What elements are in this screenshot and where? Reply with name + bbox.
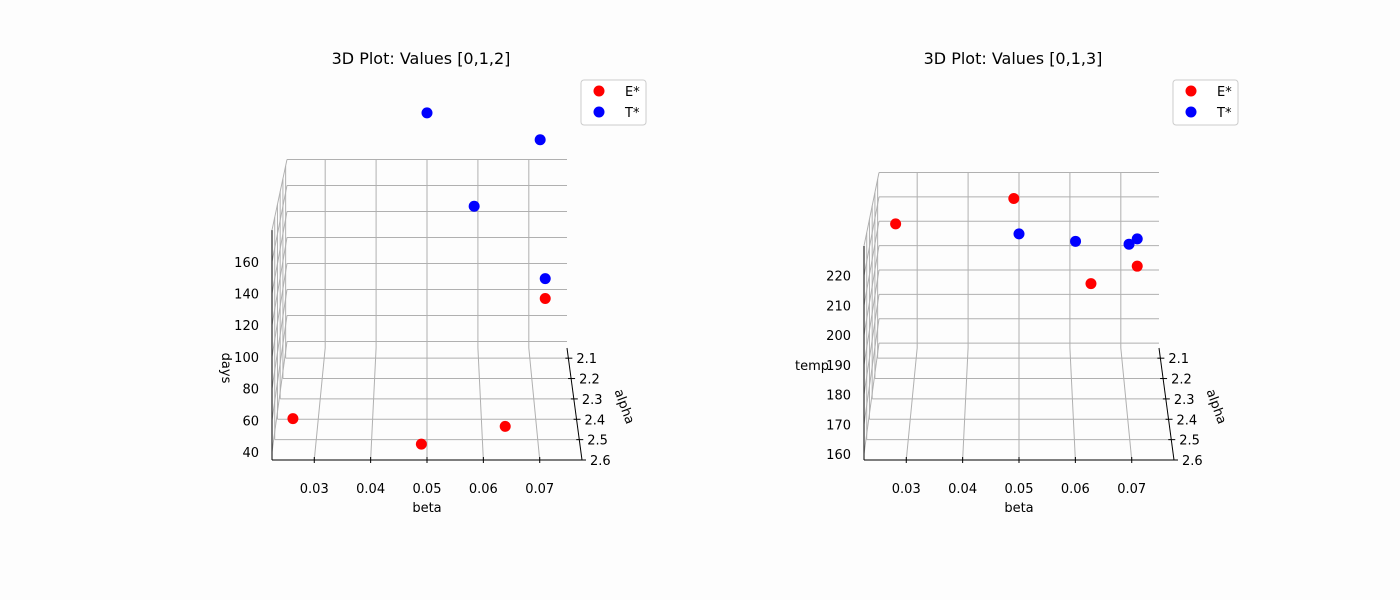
y-axis-label: alpha (1203, 387, 1229, 426)
legend-marker (1185, 85, 1197, 97)
scatter-point-e (287, 413, 299, 425)
z-tick-label: 120 (234, 319, 259, 334)
legend: E* T* (580, 79, 647, 126)
scatter-point-e (539, 293, 551, 305)
scatter-point-t (468, 200, 480, 212)
x-tick-label: 0.03 (300, 482, 329, 497)
z-tick-label: 140 (234, 288, 259, 303)
x-tick-label: 0.07 (1117, 482, 1146, 497)
scatter-point-t (539, 273, 551, 285)
legend-marker (593, 85, 605, 97)
z-tick-label: 60 (242, 414, 259, 429)
scatter-point-t (534, 134, 546, 146)
x-tick-label: 0.04 (948, 482, 977, 497)
z-tick-label: 80 (242, 383, 259, 398)
x-axis-label: beta (412, 501, 441, 516)
y-tick-label: 2.3 (1174, 393, 1195, 408)
z-tick-label: 190 (826, 359, 851, 374)
legend-label: T* (624, 106, 640, 121)
z-axis-label: temp (795, 359, 829, 374)
z-tick-label: 160 (826, 448, 851, 463)
legend-marker (593, 106, 605, 118)
z-tick-label: 200 (826, 329, 851, 344)
subplot-days: 3D Plot: Values [0,1,2] 0.03 0.04 0.05 0.06 0… (218, 49, 647, 516)
y-tick-label: 2.1 (576, 352, 597, 367)
x-tick-label: 0.06 (469, 482, 498, 497)
y-axis-line (566, 347, 583, 461)
z-tick-label: 210 (826, 299, 851, 314)
gridlines (863, 171, 1174, 461)
legend: E* T* (1172, 79, 1239, 126)
z-tick-label: 180 (826, 389, 851, 404)
y-tick-label: 2.2 (1171, 373, 1192, 388)
y-tick-label: 2.2 (579, 373, 600, 388)
scatter-point-e (1008, 193, 1020, 205)
x-tick-label: 0.04 (356, 482, 385, 497)
legend-label: T* (1216, 106, 1232, 121)
y-axis-line (1158, 347, 1175, 461)
y-tick-label: 2.5 (587, 434, 608, 449)
z-tick-label: 40 (242, 446, 259, 461)
scatter-point-t (1013, 228, 1025, 240)
z-tick-label: 170 (826, 418, 851, 433)
x-tick-label: 0.05 (1005, 482, 1034, 497)
axes: 0.03 0.04 0.05 0.06 0.07 beta 2.1 2.2 2.3 2.4 2.5 2… (795, 245, 1229, 516)
x-axis-label: beta (1004, 501, 1033, 516)
legend-label: E* (625, 85, 640, 100)
z-tick-label: 160 (234, 256, 259, 271)
scatter-point-e (415, 438, 427, 450)
scatter-point-t (421, 107, 433, 119)
scatter-point-e (890, 218, 902, 230)
chart-title: 3D Plot: Values [0,1,2] (332, 49, 511, 68)
scatter-point-t (1070, 235, 1082, 247)
legend-label: E* (1217, 85, 1232, 100)
y-tick-label: 2.3 (582, 393, 603, 408)
y-tick-label: 2.5 (1179, 434, 1200, 449)
x-tick-label: 0.03 (892, 482, 921, 497)
z-axis-label: days (218, 353, 233, 384)
y-tick-label: 2.4 (1177, 413, 1198, 428)
y-tick-label: 2.4 (585, 413, 606, 428)
x-tick-label: 0.05 (413, 482, 442, 497)
subplot-temp: 3D Plot: Values [0,1,3]0.03 0.04 0.05 0.06 0… (795, 49, 1239, 516)
z-tick-label: 220 (826, 270, 851, 285)
scatter-point-e (1085, 278, 1097, 290)
y-tick-label: 2.6 (590, 454, 611, 469)
x-tick-label: 0.06 (1061, 482, 1090, 497)
y-tick-label: 2.6 (1182, 454, 1203, 469)
scatter-point-e (1131, 260, 1143, 272)
chart-title: 3D Plot: Values [0,1,3] (924, 49, 1103, 68)
x-tick-label: 0.07 (525, 482, 554, 497)
scatter-point-e (499, 420, 511, 432)
y-axis-label: alpha (611, 387, 637, 426)
scatter-point-t (1131, 233, 1143, 245)
gridlines (271, 158, 582, 461)
legend-marker (1185, 106, 1197, 118)
y-tick-label: 2.1 (1168, 352, 1189, 367)
z-tick-label: 100 (234, 351, 259, 366)
scatter-point-t (1123, 238, 1135, 250)
data-points (287, 107, 551, 450)
data-points (890, 193, 1143, 290)
